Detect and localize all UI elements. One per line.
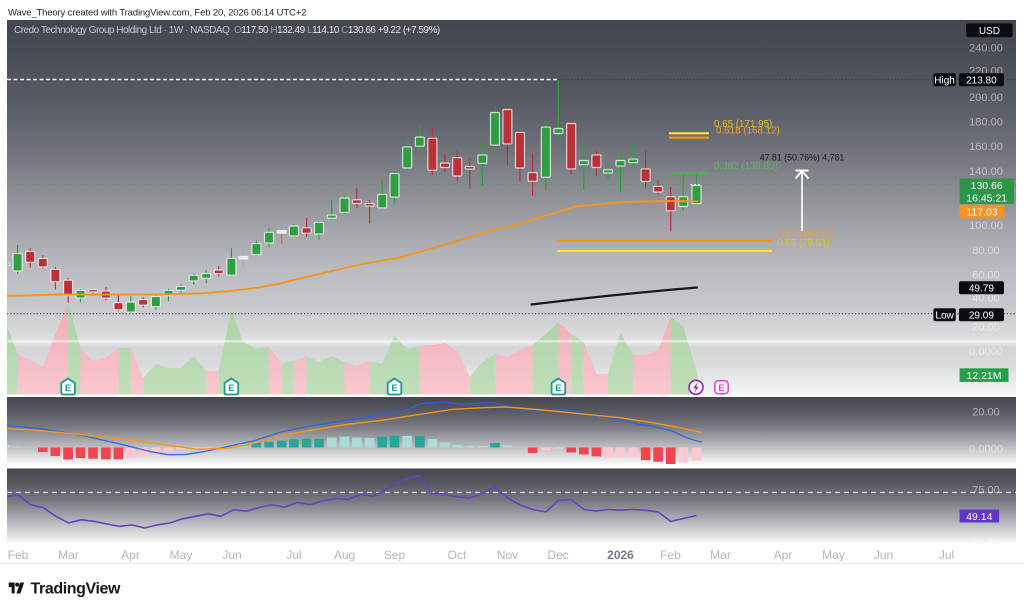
- svg-text:Credo Technology Group Holding: Credo Technology Group Holding Ltd · 1W …: [14, 25, 440, 36]
- svg-text:May: May: [822, 548, 845, 562]
- svg-text:Apr: Apr: [774, 548, 793, 562]
- svg-text:E: E: [65, 383, 71, 394]
- svg-text:49.14: 49.14: [966, 511, 992, 523]
- svg-text:Sep: Sep: [384, 548, 406, 562]
- svg-text:E: E: [228, 383, 234, 394]
- svg-text:2026: 2026: [607, 548, 634, 562]
- svg-text:130.66: 130.66: [971, 180, 1003, 192]
- svg-text:0.0000: 0.0000: [969, 346, 1003, 358]
- svg-text:40.00: 40.00: [972, 293, 1000, 305]
- svg-text:75.00: 75.00: [972, 485, 1000, 497]
- svg-text:0.618 (168.12): 0.618 (168.12): [716, 125, 780, 136]
- svg-text:E: E: [555, 383, 561, 394]
- svg-text:Low: Low: [935, 310, 954, 321]
- svg-text:Mar: Mar: [58, 548, 79, 562]
- svg-text:49.79: 49.79: [969, 283, 994, 294]
- svg-text:Oct: Oct: [448, 548, 467, 562]
- svg-text:100.00: 100.00: [969, 220, 1003, 232]
- svg-text:47.81 (50.76%) 4,781: 47.81 (50.76%) 4,781: [760, 153, 845, 163]
- svg-text:Jul: Jul: [286, 548, 301, 562]
- svg-text:0.65 (79.51): 0.65 (79.51): [777, 238, 830, 249]
- svg-text:16:45:21: 16:45:21: [966, 193, 1007, 205]
- svg-text:0.0000: 0.0000: [969, 444, 1003, 456]
- svg-text:Dec: Dec: [547, 548, 568, 562]
- svg-text:TradingView: TradingView: [31, 581, 122, 598]
- svg-text:E: E: [391, 383, 397, 394]
- svg-text:USD: USD: [979, 26, 1000, 37]
- svg-text:240.00: 240.00: [969, 42, 1003, 54]
- svg-text:12.21M: 12.21M: [966, 370, 1001, 382]
- svg-text:E: E: [718, 383, 724, 394]
- svg-text:Jun: Jun: [874, 548, 893, 562]
- svg-text:180.00: 180.00: [969, 117, 1003, 129]
- svg-text:High: High: [934, 75, 955, 86]
- svg-text:Apr: Apr: [121, 548, 140, 562]
- svg-text:0.65 (171.95): 0.65 (171.95): [714, 119, 772, 130]
- svg-text:20.00: 20.00: [972, 407, 1000, 419]
- svg-text:Wave_Theory created with Tradi: Wave_Theory created with TradingView.com…: [8, 8, 306, 19]
- svg-text:213.80: 213.80: [966, 75, 997, 86]
- svg-text:160.00: 160.00: [969, 141, 1003, 153]
- svg-text:Feb: Feb: [660, 548, 681, 562]
- svg-text:Jun: Jun: [222, 548, 241, 562]
- svg-text:May: May: [170, 548, 193, 562]
- svg-text:0.382 (139.89): 0.382 (139.89): [714, 161, 778, 172]
- svg-text:Feb: Feb: [8, 548, 29, 562]
- svg-text:Jul: Jul: [939, 548, 954, 562]
- svg-text:200.00: 200.00: [969, 92, 1003, 104]
- svg-text:Aug: Aug: [334, 548, 355, 562]
- svg-text:Nov: Nov: [497, 548, 518, 562]
- svg-text:140.00: 140.00: [969, 166, 1003, 178]
- svg-text:25.00: 25.00: [972, 537, 1000, 549]
- svg-text:80.00: 80.00: [972, 245, 1000, 257]
- svg-text:0.618 (86.12): 0.618 (86.12): [777, 228, 835, 239]
- svg-text:29.09: 29.09: [969, 310, 994, 321]
- svg-text:117.03: 117.03: [966, 207, 997, 219]
- svg-text:Mar: Mar: [710, 548, 731, 562]
- svg-text:20.00: 20.00: [972, 322, 1000, 334]
- svg-text:60.00: 60.00: [972, 269, 1000, 281]
